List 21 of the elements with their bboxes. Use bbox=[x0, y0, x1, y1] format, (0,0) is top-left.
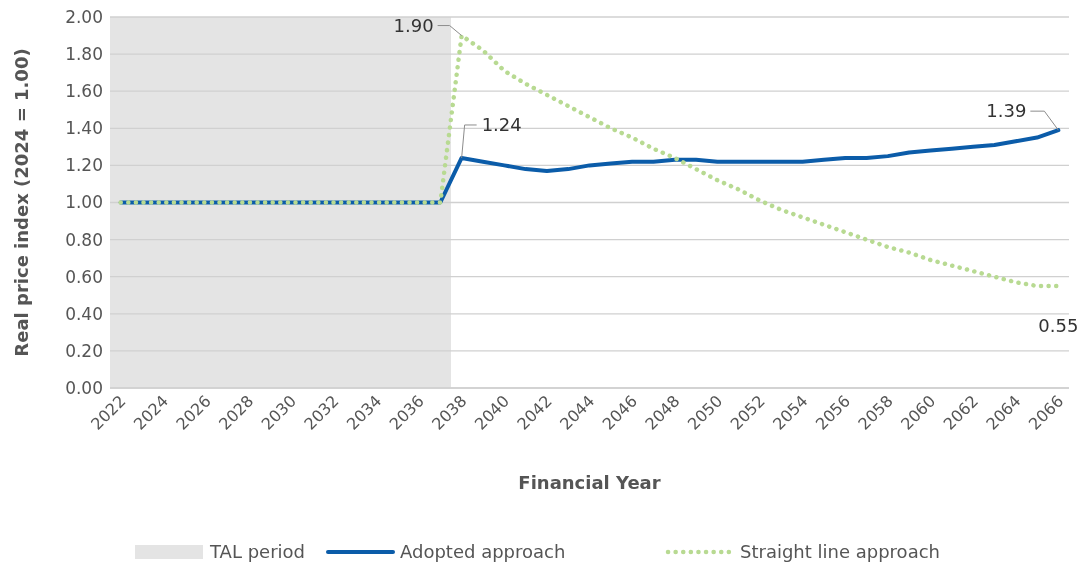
legend-label: TAL period bbox=[209, 541, 306, 563]
y-axis-title: Real price index (2024 = 1.00) bbox=[11, 48, 32, 357]
y-tick-label: 0.00 bbox=[65, 377, 103, 398]
y-tick-label: 2.00 bbox=[65, 6, 103, 27]
y-tick-label: 1.00 bbox=[65, 192, 103, 213]
y-tick-label: 0.40 bbox=[65, 303, 103, 324]
y-tick-label: 0.20 bbox=[65, 340, 103, 361]
y-tick-label: 1.60 bbox=[65, 81, 103, 102]
y-tick-label: 0.80 bbox=[65, 229, 103, 250]
y-tick-label: 1.20 bbox=[65, 155, 103, 176]
data-label: 0.55 bbox=[1038, 314, 1079, 336]
y-tick-label: 0.60 bbox=[65, 266, 103, 287]
y-tick-label: 1.80 bbox=[65, 44, 103, 65]
data-label: 1.24 bbox=[481, 113, 522, 135]
y-tick-label: 1.40 bbox=[65, 118, 103, 139]
x-axis-title: Financial Year bbox=[518, 472, 661, 493]
line-series bbox=[118, 33, 1061, 289]
data-label: 1.90 bbox=[393, 14, 434, 36]
legend-label: Adopted approach bbox=[400, 541, 566, 563]
legend-label: Straight line approach bbox=[740, 541, 940, 563]
data-label: 1.39 bbox=[986, 100, 1027, 122]
